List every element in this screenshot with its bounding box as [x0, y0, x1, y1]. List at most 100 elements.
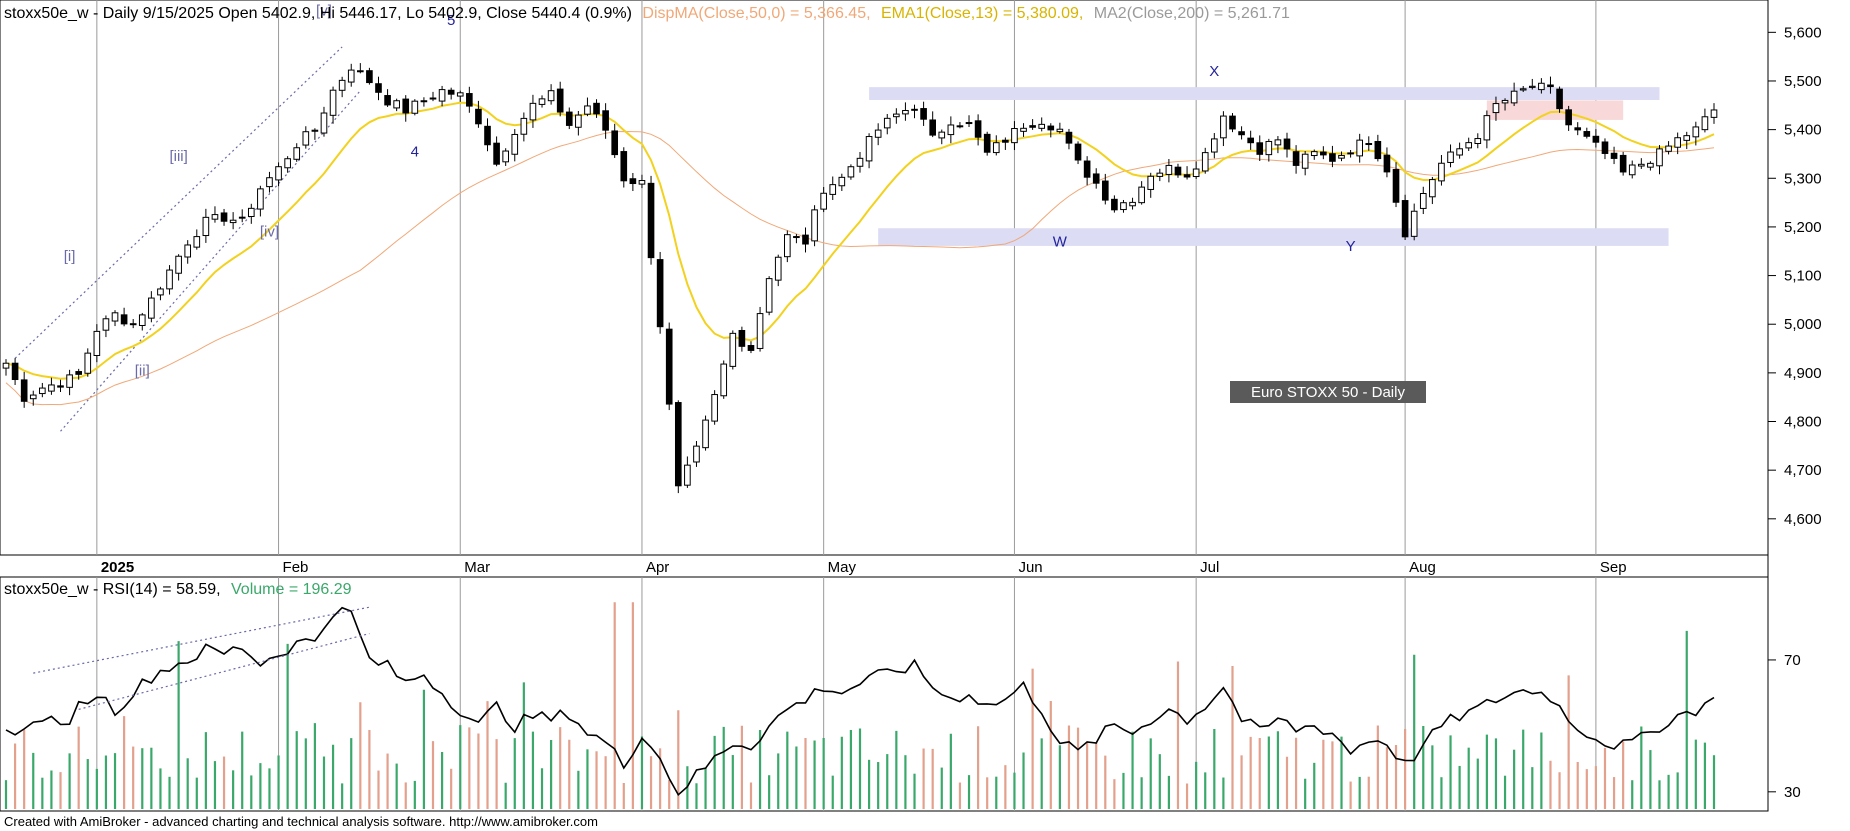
candle-up	[511, 133, 519, 155]
candle-up	[266, 177, 273, 188]
candle-down	[1320, 151, 1327, 156]
candle-up	[1701, 116, 1709, 131]
rsi-line	[5, 606, 1715, 797]
price-band	[869, 87, 1660, 100]
candle-up	[229, 219, 237, 224]
rsi-line-group	[5, 606, 1715, 797]
footer-credit: Created with AmiBroker - advanced charti…	[4, 814, 598, 829]
candle-down	[484, 125, 491, 146]
candle-up	[202, 216, 210, 237]
candle-up	[320, 112, 328, 134]
candle-up	[257, 188, 264, 210]
price-band	[878, 228, 1669, 246]
price-header-ma2: MA2(Close,200) = 5,261.71	[1094, 5, 1290, 22]
candle-up	[84, 352, 92, 374]
rsi-header-volume: Volume = 196.29	[231, 581, 352, 598]
candle-up	[1310, 151, 1318, 157]
candle-up	[1038, 123, 1046, 129]
candle-down	[75, 371, 82, 375]
candle-down	[429, 97, 437, 100]
candle-down	[1092, 173, 1100, 184]
candle-up	[1274, 139, 1282, 146]
rsi-panel-frame	[0, 576, 1769, 812]
candle-up	[2, 362, 10, 369]
candle-down	[1401, 200, 1409, 238]
x-tick-label: Sep	[1600, 559, 1627, 576]
price-y-tick-label: 5,000	[1784, 316, 1822, 333]
x-tick-label: Feb	[283, 559, 309, 576]
target-zone	[1486, 100, 1624, 120]
candle-up	[893, 113, 900, 118]
elliott-trend-channel	[14, 46, 361, 432]
candle-up	[393, 100, 400, 109]
candle-down	[1247, 137, 1254, 144]
wave-labels: [i] [ii] [iii] [iv] [v] 4 5 W X Y	[64, 2, 1356, 379]
candle-up	[547, 90, 555, 102]
candle-up	[902, 109, 909, 115]
wave-label: [i]	[64, 248, 76, 265]
candle-down	[1029, 125, 1036, 128]
x-tick-label: Mar	[464, 559, 490, 576]
candle-up	[1419, 193, 1427, 209]
candle-down	[674, 402, 682, 487]
wave-label: [ii]	[135, 362, 150, 379]
candle-up	[29, 394, 37, 400]
rsi-channel-upper	[33, 606, 370, 674]
candle-up	[1656, 148, 1663, 167]
candle-up	[148, 297, 155, 319]
price-y-axis: 5,600 5,500 5,400 5,300 5,200 5,100 5,000 4,900…	[1768, 24, 1822, 528]
wave-label: 5	[447, 12, 455, 29]
price-y-tick-label: 5,600	[1784, 24, 1822, 41]
candle-up	[1056, 128, 1064, 133]
candle-up	[1220, 115, 1227, 139]
watermark-label: Euro STOXX 50 - Daily	[1251, 384, 1405, 401]
candle-down	[602, 110, 609, 131]
candle-down	[1283, 138, 1291, 150]
candle-down	[1347, 152, 1354, 155]
candle-up	[711, 394, 718, 422]
candle-up	[1501, 99, 1509, 104]
wave-label: [v]	[316, 2, 332, 19]
candle-up	[1447, 151, 1454, 163]
candle-up	[247, 207, 255, 218]
candle-up	[1465, 142, 1473, 149]
candle-up	[883, 117, 891, 129]
candle-up	[1338, 154, 1345, 159]
candle-up	[1138, 186, 1145, 204]
candle-up	[502, 150, 509, 163]
candle-down	[1183, 174, 1191, 178]
candle-down	[956, 125, 964, 128]
candle-up	[1410, 210, 1418, 237]
wave-label: X	[1209, 63, 1219, 80]
candle-up	[329, 89, 337, 116]
rsi-y-tick-label: 30	[1784, 784, 1801, 801]
candle-up	[856, 157, 864, 167]
candle-up	[693, 445, 700, 463]
candle-down	[620, 151, 628, 182]
candle-down	[1111, 198, 1118, 211]
candle-up	[702, 419, 709, 449]
candle-down	[611, 130, 619, 156]
candle-down	[57, 385, 64, 388]
candle-up	[293, 147, 301, 160]
candle-up	[1692, 126, 1700, 138]
candle-up	[1538, 82, 1545, 91]
candle-up	[1665, 145, 1672, 152]
rsi-header: stoxx50e_w - RSI(14) = 58.59, Volume = 1…	[4, 581, 352, 598]
candle-down	[384, 95, 391, 106]
wave-label: [iv]	[260, 224, 279, 241]
candle-up	[211, 214, 219, 220]
candle-down	[475, 108, 482, 125]
candle-down	[665, 328, 673, 405]
price-header-dispma: DispMA(Close,50,0) = 5,366.45,	[642, 5, 870, 22]
candle-up	[48, 384, 55, 392]
candle-down	[1229, 115, 1236, 130]
x-tick-label: Aug	[1409, 559, 1436, 576]
dispma-line	[5, 130, 1715, 406]
candle-up	[456, 92, 464, 97]
candle-down	[447, 89, 455, 95]
candle-up	[847, 166, 855, 178]
rsi-y-tick-label: 70	[1784, 652, 1801, 669]
candle-down	[1256, 142, 1264, 155]
